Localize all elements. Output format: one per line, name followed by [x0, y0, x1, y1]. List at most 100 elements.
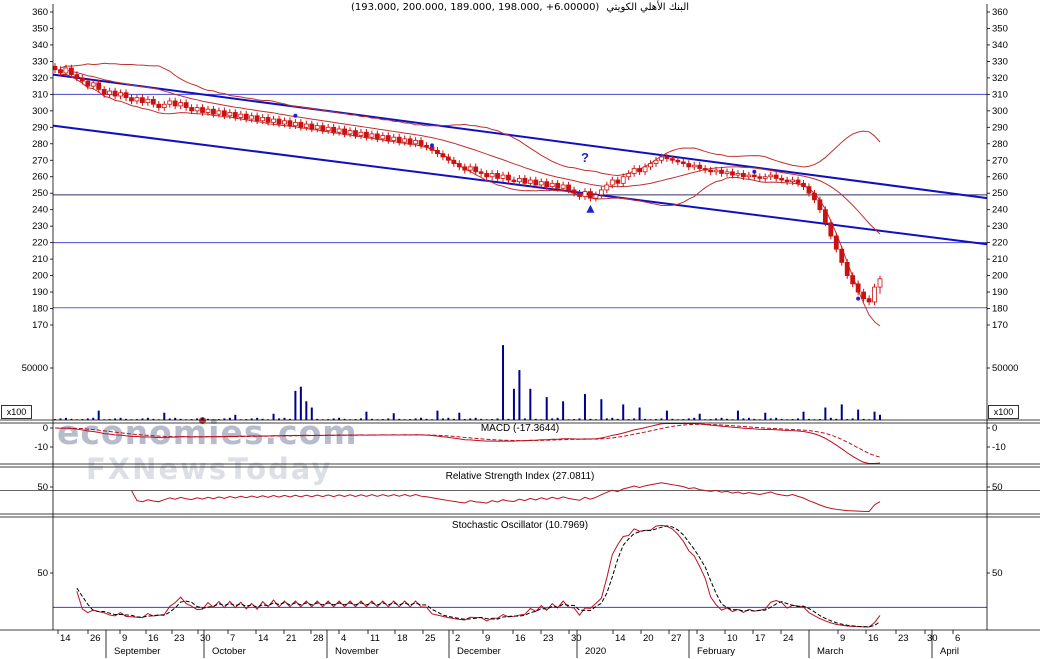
svg-text:280: 280	[992, 139, 1008, 150]
svg-text:190: 190	[32, 287, 48, 298]
svg-text:9: 9	[122, 633, 127, 644]
svg-text:0: 0	[992, 423, 997, 434]
svg-text:2: 2	[455, 633, 460, 644]
svg-text:28: 28	[313, 633, 324, 644]
trendlines	[52, 73, 988, 246]
svg-text:50000: 50000	[992, 363, 1018, 374]
svg-text:310: 310	[32, 89, 48, 100]
svg-text:200: 200	[992, 271, 1008, 282]
svg-text:340: 340	[992, 40, 1008, 51]
svg-text:50000: 50000	[22, 363, 48, 374]
svg-text:16: 16	[868, 633, 879, 644]
svg-text:23: 23	[898, 633, 909, 644]
svg-text:21: 21	[286, 633, 297, 644]
svg-text:250: 250	[32, 188, 48, 199]
macd-title: MACD (-17.3644)	[481, 423, 559, 434]
svg-text:280: 280	[32, 139, 48, 150]
svg-text:220: 220	[992, 238, 1008, 249]
svg-text:330: 330	[32, 56, 48, 67]
svg-text:290: 290	[992, 122, 1008, 133]
svg-text:50: 50	[992, 568, 1003, 579]
svg-text:x100: x100	[994, 407, 1014, 417]
svg-text:180: 180	[992, 304, 1008, 315]
svg-text:320: 320	[992, 73, 1008, 84]
svg-text:March: March	[817, 646, 843, 657]
svg-text:23: 23	[543, 633, 554, 644]
svg-text:14: 14	[615, 633, 626, 644]
signal-dot	[293, 113, 298, 118]
svg-text:14: 14	[258, 633, 269, 644]
svg-text:26: 26	[90, 633, 101, 644]
y-axis-left: 360 350 340 330 320 310 300 290 280 270 260 250 240 2…	[22, 7, 53, 579]
question-mark-annotation: ?	[581, 150, 589, 165]
svg-text:290: 290	[32, 122, 48, 133]
svg-text:310: 310	[992, 89, 1008, 100]
svg-text:4: 4	[341, 633, 346, 644]
chart-title: (193.000, 200.000, 189.000, 198.000, +6.…	[0, 2, 1040, 13]
svg-text:25: 25	[425, 633, 436, 644]
svg-text:240: 240	[32, 205, 48, 216]
svg-text:-10: -10	[992, 442, 1006, 453]
watermark-fxnewstoday: FXNewsToday	[86, 452, 333, 486]
svg-text:16: 16	[515, 633, 526, 644]
stochastic-title: Stochastic Oscillator (10.7969)	[452, 520, 588, 531]
svg-text:330: 330	[992, 56, 1008, 67]
indicator-titles: MACD (-17.3644) Relative Strength Index (…	[446, 423, 595, 531]
svg-text:270: 270	[992, 155, 1008, 166]
svg-text:9: 9	[485, 633, 490, 644]
svg-text:300: 300	[32, 106, 48, 117]
svg-text:24: 24	[783, 633, 794, 644]
chart-annotations: ?	[293, 113, 861, 301]
chart-title-ohlc-values: (193.000, 200.000, 189.000, 198.000, +6.…	[350, 2, 600, 13]
svg-text:17: 17	[755, 633, 766, 644]
y-axis-right: 360 350 340 330 320 310 300 290 280 270 260 250 240 2…	[987, 7, 1018, 579]
svg-text:November: November	[335, 646, 379, 657]
svg-text:320: 320	[32, 73, 48, 84]
svg-text:350: 350	[32, 23, 48, 34]
svg-text:360: 360	[32, 7, 48, 18]
svg-text:x100: x100	[7, 407, 27, 417]
svg-text:210: 210	[32, 254, 48, 265]
svg-text:27: 27	[671, 633, 682, 644]
svg-text:11: 11	[370, 633, 380, 644]
svg-text:170: 170	[992, 320, 1008, 331]
svg-text:50: 50	[37, 568, 48, 579]
svg-text:16: 16	[148, 633, 159, 644]
watermark-logo-dot	[199, 417, 206, 424]
macd-panel	[54, 423, 881, 464]
svg-text:18: 18	[397, 633, 408, 644]
svg-text:April: April	[940, 646, 959, 657]
svg-text:9: 9	[840, 633, 845, 644]
svg-text:3: 3	[699, 633, 704, 644]
panel-frame	[0, 4, 1040, 631]
svg-text:50: 50	[992, 482, 1003, 493]
svg-text:360: 360	[992, 7, 1008, 18]
svg-text:0: 0	[43, 423, 48, 434]
svg-text:20: 20	[643, 633, 654, 644]
rsi-panel	[0, 482, 1040, 512]
buy-arrow-annotation	[586, 204, 595, 213]
svg-text:14: 14	[60, 633, 71, 644]
svg-text:October: October	[212, 646, 246, 657]
svg-text:260: 260	[32, 172, 48, 183]
svg-text:210: 210	[992, 254, 1008, 265]
svg-text:230: 230	[992, 221, 1008, 232]
svg-text:260: 260	[992, 172, 1008, 183]
svg-text:300: 300	[992, 106, 1008, 117]
svg-text:190: 190	[992, 287, 1008, 298]
svg-text:180: 180	[32, 304, 48, 315]
svg-text:170: 170	[32, 320, 48, 331]
volume-bars	[54, 345, 881, 420]
svg-text:230: 230	[32, 221, 48, 232]
svg-text:6: 6	[955, 633, 960, 644]
signal-dot	[856, 296, 861, 301]
svg-text:30: 30	[571, 633, 582, 644]
svg-text:-10: -10	[34, 442, 48, 453]
svg-text:250: 250	[992, 188, 1008, 199]
rsi-title: Relative Strength Index (27.0811)	[446, 471, 595, 482]
chart-title-instrument-name: البنك الأهلي الكويتي	[606, 2, 690, 13]
x-axis: 14 26 9 16 23 30 7 14 21 28 4 11 18 25 2 9 16 23 30 14 20 27 3…	[57, 630, 960, 658]
volume-unit-boxes: x100 x100	[1, 405, 1019, 419]
